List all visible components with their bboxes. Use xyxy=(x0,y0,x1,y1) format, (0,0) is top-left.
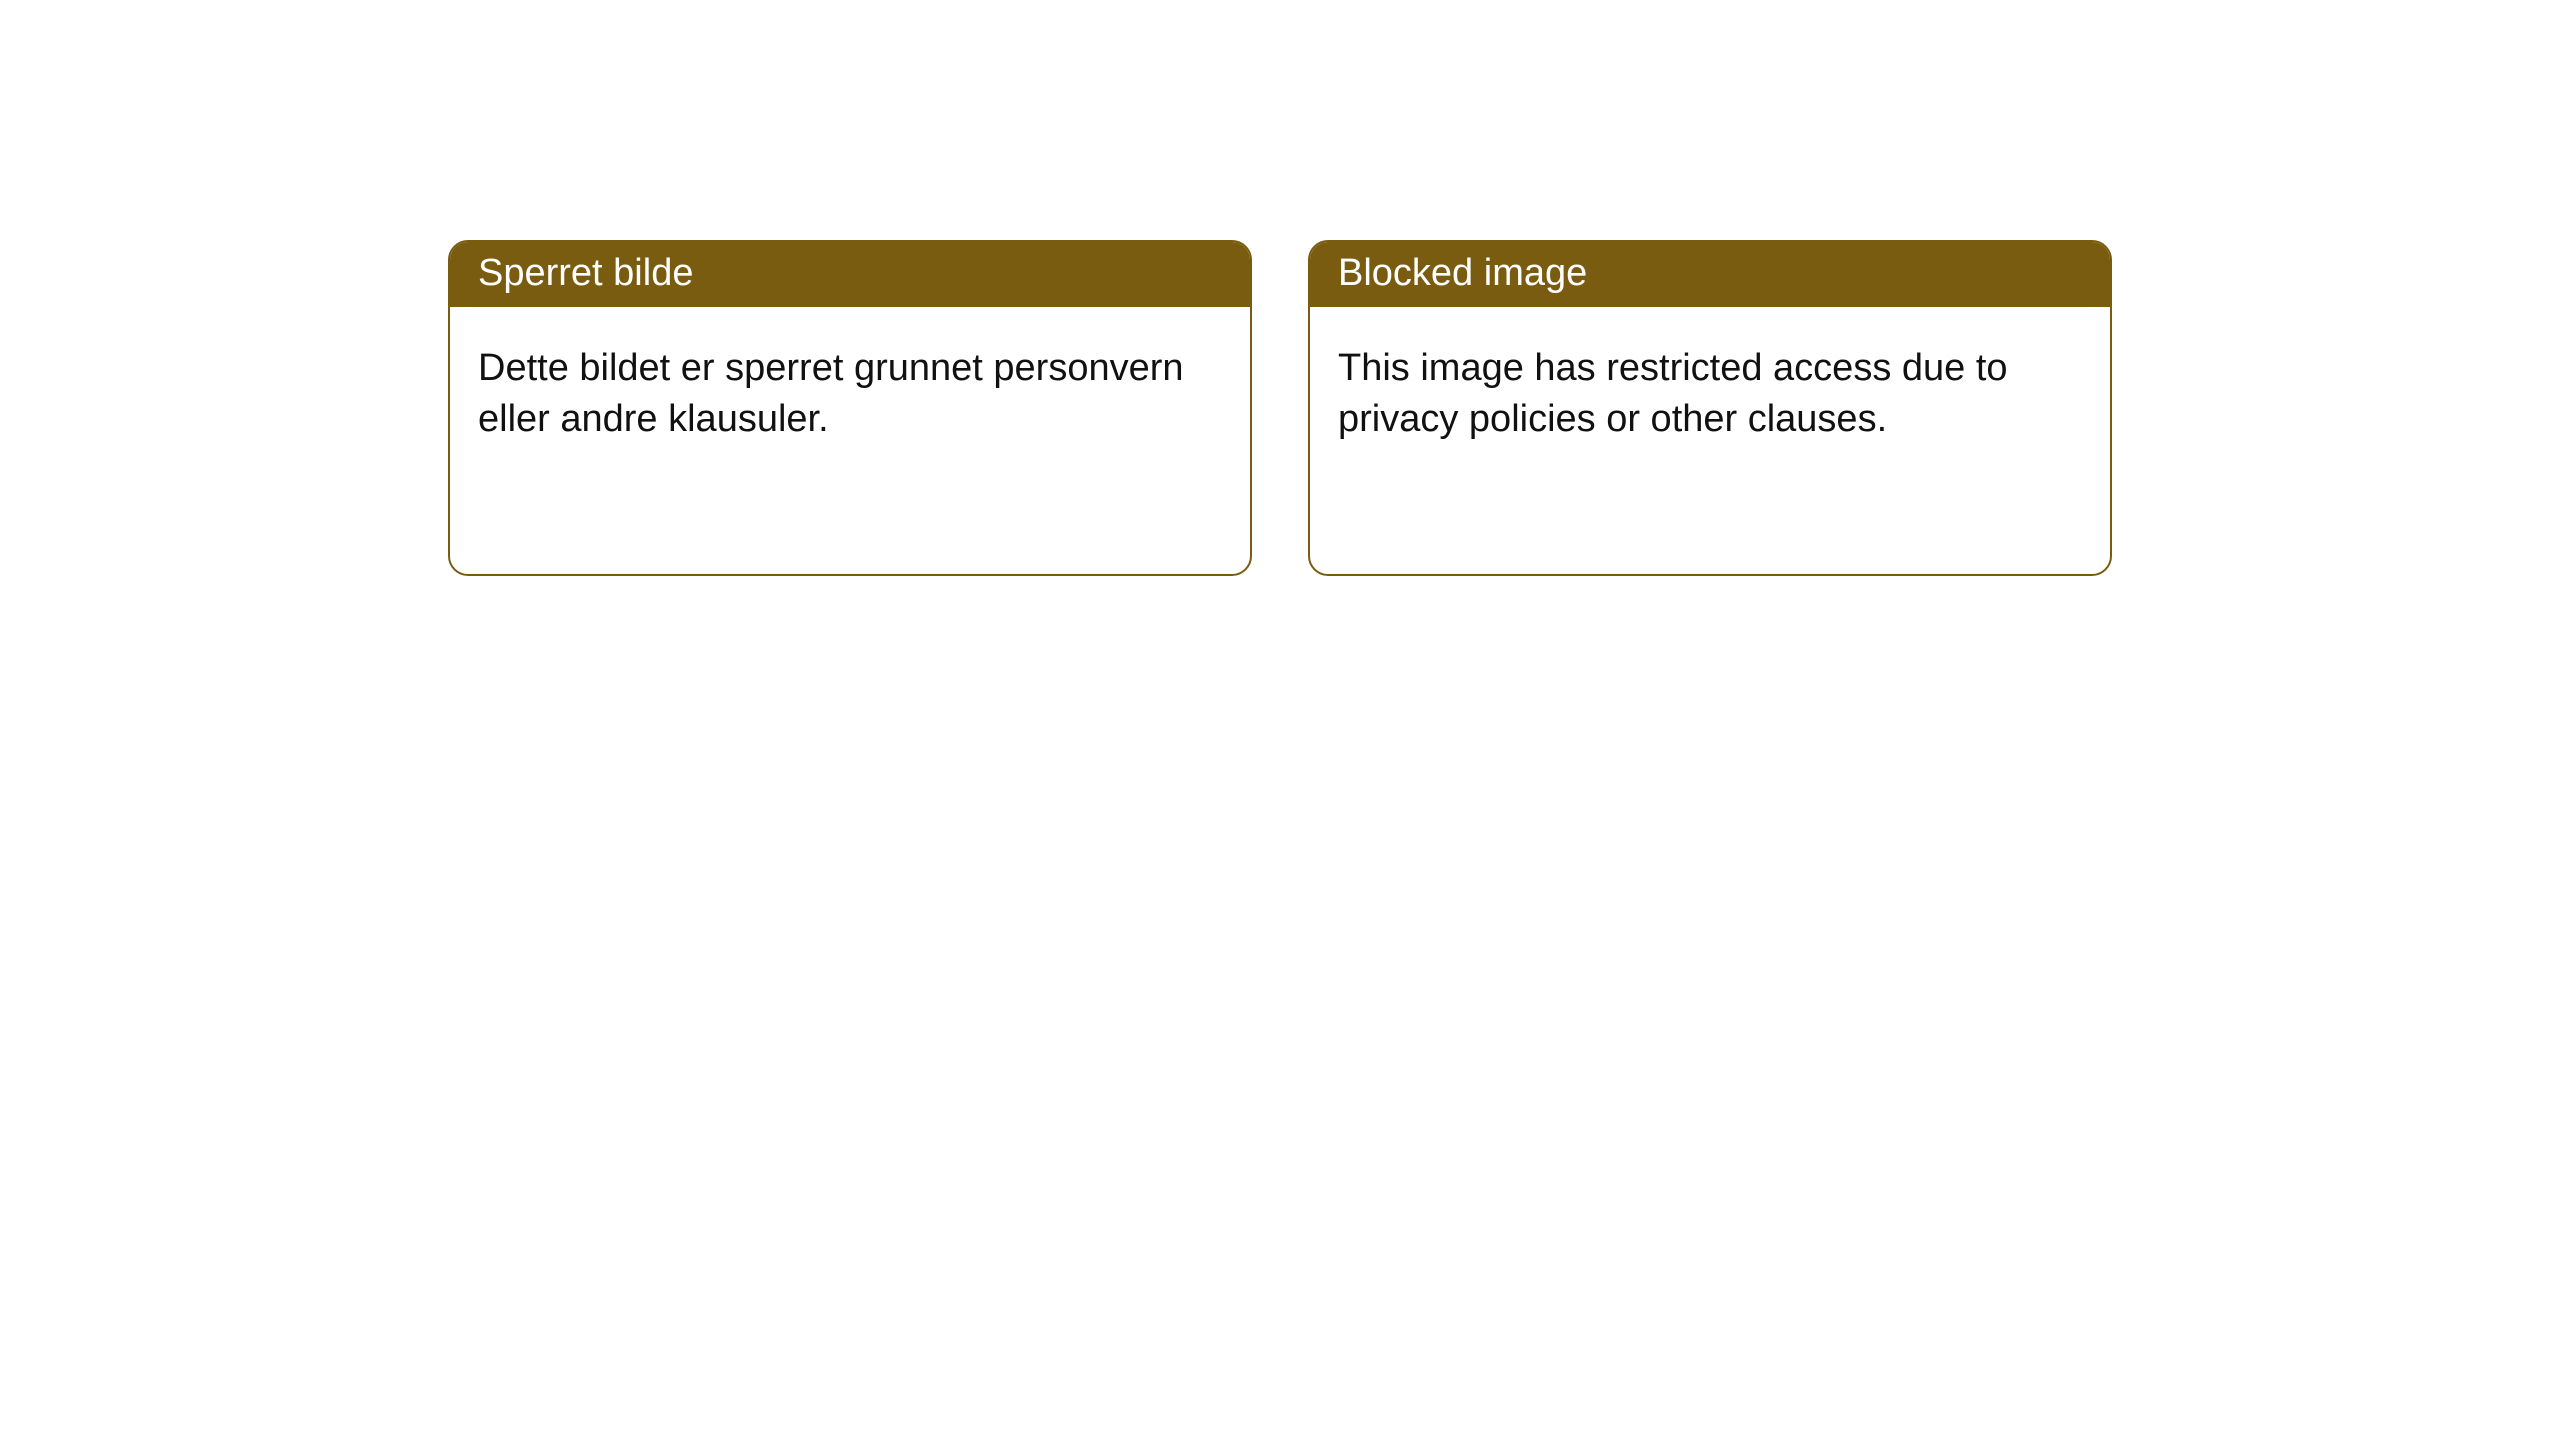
blocked-image-card-en: Blocked image This image has restricted … xyxy=(1308,240,2112,576)
card-body: This image has restricted access due to … xyxy=(1310,307,2110,482)
card-body-text: Dette bildet er sperret grunnet personve… xyxy=(478,347,1184,440)
card-title: Blocked image xyxy=(1338,252,1587,294)
card-header: Sperret bilde xyxy=(450,242,1250,307)
card-title: Sperret bilde xyxy=(478,252,693,294)
card-body: Dette bildet er sperret grunnet personve… xyxy=(450,307,1250,482)
cards-container: Sperret bilde Dette bildet er sperret gr… xyxy=(0,0,2560,576)
blocked-image-card-no: Sperret bilde Dette bildet er sperret gr… xyxy=(448,240,1252,576)
card-body-text: This image has restricted access due to … xyxy=(1338,347,2008,440)
card-header: Blocked image xyxy=(1310,242,2110,307)
